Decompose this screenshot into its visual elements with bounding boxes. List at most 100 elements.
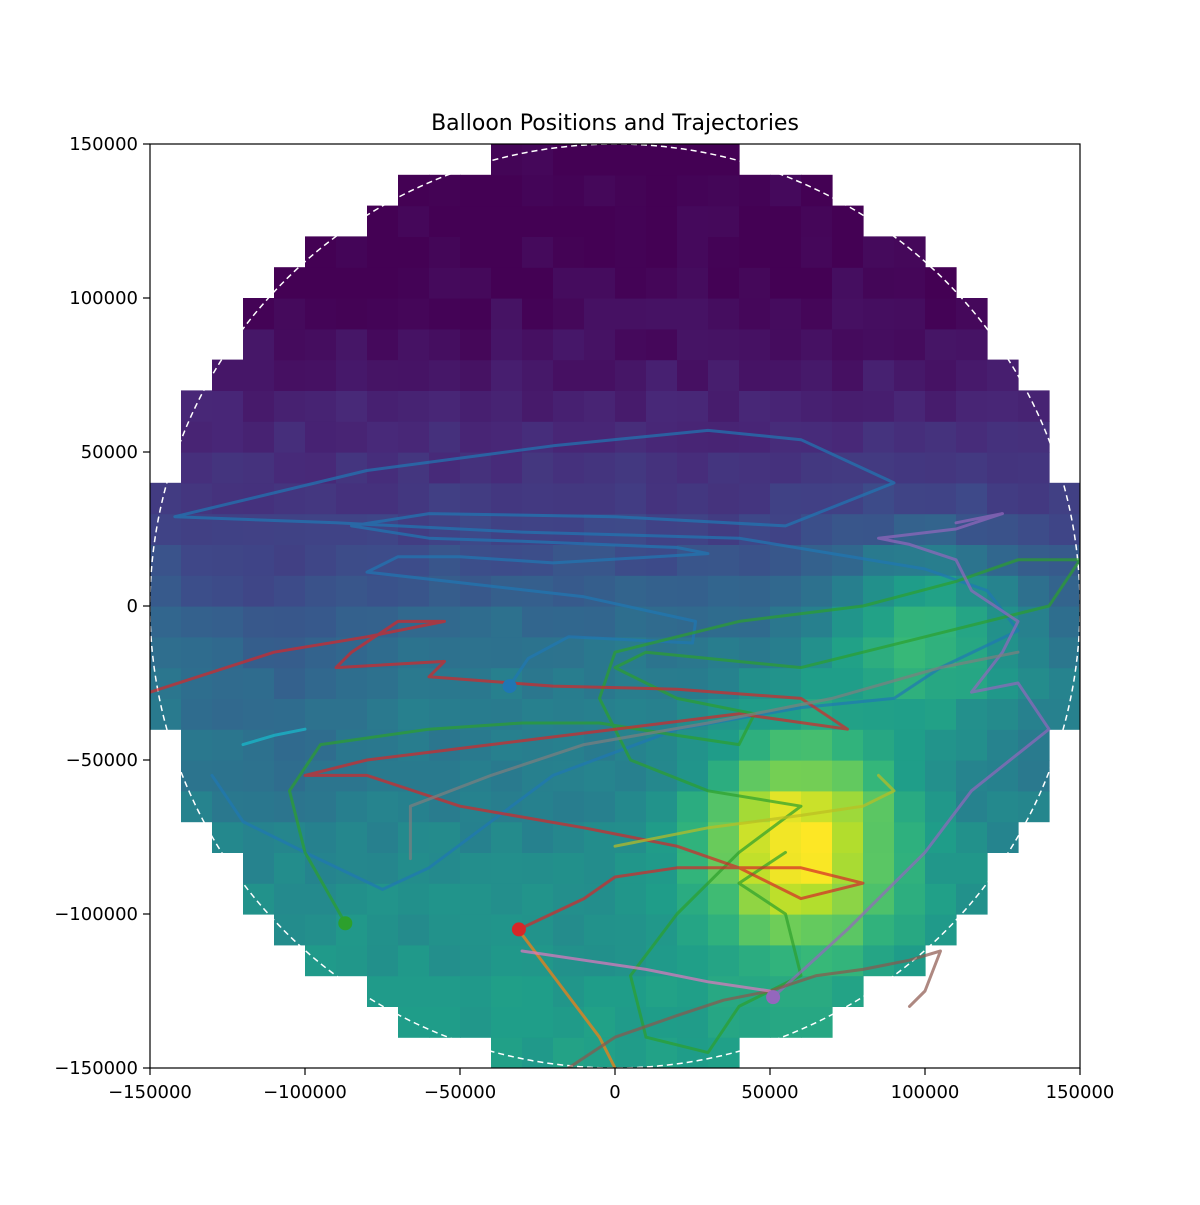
- heatmap-cell: [615, 883, 647, 915]
- heatmap-cell: [367, 914, 399, 946]
- heatmap-cell: [925, 729, 957, 761]
- heatmap-cell: [398, 174, 430, 207]
- trajectory-line-1: [173, 428, 1020, 891]
- heatmap-cell: [646, 267, 678, 299]
- heatmap-cell: [615, 482, 647, 515]
- y-tick-label: 0: [127, 596, 138, 617]
- heatmap-cell: [336, 236, 368, 268]
- heatmap-cell: [925, 298, 957, 330]
- heatmap-cell: [956, 821, 988, 853]
- y-tick-label: −150000: [54, 1058, 138, 1079]
- heatmap-cell: [305, 821, 337, 853]
- heatmap-cell: [801, 667, 833, 699]
- heatmap-cell: [553, 513, 585, 545]
- trajectory-line-2: [514, 924, 617, 1068]
- heatmap-cell: [615, 298, 647, 330]
- heatmap-cell: [336, 359, 368, 391]
- heatmap-cell: [863, 698, 895, 730]
- heatmap-cell: [863, 852, 895, 884]
- heatmap-cell: [894, 914, 926, 946]
- heatmap-cell: [801, 452, 833, 484]
- heatmap-cell: [429, 1006, 461, 1038]
- x-tick-label: −150000: [108, 1082, 192, 1103]
- heatmap-cell: [553, 298, 585, 330]
- heatmap-cell: [336, 729, 368, 761]
- heatmap-cell: [801, 729, 833, 761]
- heatmap-cell: [243, 698, 275, 730]
- heatmap-cell: [770, 636, 802, 669]
- heatmap-cell: [956, 390, 988, 422]
- heatmap-cell: [212, 729, 244, 761]
- trajectory-line-7: [520, 949, 772, 993]
- heatmap-cell: [553, 914, 585, 946]
- heatmap-cell: [894, 359, 926, 391]
- heatmap-cell: [708, 267, 740, 299]
- heatmap-cell: [429, 452, 461, 484]
- heatmap-cell: [181, 636, 213, 669]
- heatmap-cell: [460, 328, 492, 361]
- heatmap-cell: [553, 790, 585, 823]
- heatmap-cell: [429, 914, 461, 946]
- heatmap-cell: [646, 482, 678, 515]
- heatmap-cell: [739, 359, 771, 391]
- heatmap-cell: [305, 544, 337, 576]
- heatmap-cell: [801, 205, 833, 237]
- heatmap-cell: [770, 698, 802, 730]
- x-tick-label: 100000: [891, 1082, 960, 1103]
- heatmap-cell: [677, 667, 709, 699]
- heatmap-cell: [739, 298, 771, 330]
- heatmap-cell: [677, 760, 709, 792]
- heatmap-cell: [770, 236, 802, 268]
- heatmap-cell: [646, 883, 678, 915]
- heatmap-cell: [305, 575, 337, 607]
- heatmap-cell: [212, 390, 244, 422]
- heatmap-cell: [522, 698, 554, 730]
- heatmap-cell: [429, 698, 461, 730]
- heatmap-cell: [522, 513, 554, 545]
- heatmap-cell: [584, 821, 616, 853]
- heatmap-cell: [1018, 760, 1050, 792]
- heatmap-cell: [553, 267, 585, 299]
- heatmap-cell: [491, 205, 523, 237]
- heatmap-cell: [398, 575, 430, 607]
- heatmap-cell: [212, 575, 244, 607]
- heatmap-cell: [274, 667, 306, 699]
- heatmap-cell: [460, 174, 492, 207]
- heatmap-cell: [1049, 606, 1080, 638]
- heatmap-cell: [770, 667, 802, 699]
- heatmap-cell: [615, 174, 647, 207]
- heatmap-cell: [677, 328, 709, 361]
- x-tick-label: 50000: [741, 1082, 798, 1103]
- heatmap-cell: [305, 421, 337, 453]
- heatmap-cell: [584, 174, 616, 207]
- heatmap-cell: [522, 452, 554, 484]
- heatmap-cell: [925, 359, 957, 391]
- heatmap-cell: [491, 975, 523, 1007]
- heatmap-cell: [677, 914, 709, 946]
- trajectory-line-10: [241, 727, 307, 747]
- heatmap-cell: [522, 975, 554, 1007]
- trajectory-line-4: [150, 619, 865, 931]
- heatmap-cell: [956, 760, 988, 792]
- x-tick-label: −50000: [424, 1082, 496, 1103]
- heatmap-cell: [181, 452, 213, 484]
- heatmap-cell: [150, 575, 182, 607]
- heatmap-cell: [305, 236, 337, 268]
- heatmap-cell: [181, 390, 213, 422]
- heatmap-cell: [925, 452, 957, 484]
- heatmap-cell: [584, 760, 616, 792]
- heatmap-cell: [584, 390, 616, 422]
- heatmap-cell: [460, 421, 492, 453]
- heatmap-cell: [832, 359, 864, 391]
- heatmap-cell: [956, 452, 988, 484]
- heatmap-cell: [956, 729, 988, 761]
- heatmap-cell: [367, 328, 399, 361]
- heatmap-cell: [553, 236, 585, 268]
- heatmap-cell: [863, 636, 895, 669]
- heatmap-cell: [708, 205, 740, 237]
- heatmap-cell: [460, 975, 492, 1007]
- trajectory-line-5: [771, 512, 1051, 999]
- heatmap-cell: [739, 944, 771, 977]
- heatmap-cell: [336, 452, 368, 484]
